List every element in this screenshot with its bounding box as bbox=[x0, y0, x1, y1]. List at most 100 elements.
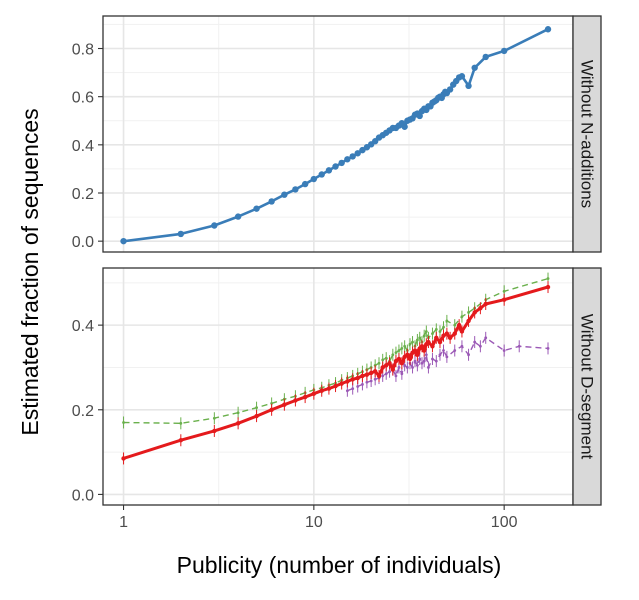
data-point bbox=[458, 73, 466, 80]
data-point bbox=[301, 180, 309, 188]
data-point bbox=[355, 375, 360, 381]
data-point bbox=[311, 391, 317, 396]
data-point bbox=[333, 383, 338, 389]
data-point bbox=[446, 86, 454, 93]
data-point bbox=[381, 374, 385, 378]
data-point bbox=[282, 402, 287, 407]
data-point bbox=[212, 416, 216, 420]
data-point bbox=[437, 339, 443, 345]
data-point bbox=[345, 379, 350, 384]
data-point bbox=[179, 421, 183, 425]
y-tick-label: 0.6 bbox=[72, 90, 94, 107]
data-point bbox=[405, 366, 409, 369]
y-axis-title: Estimated fraction of sequences bbox=[17, 108, 43, 435]
data-point bbox=[466, 318, 471, 324]
data-point bbox=[411, 340, 414, 344]
data-point bbox=[399, 361, 405, 366]
data-point bbox=[268, 198, 275, 205]
data-point bbox=[292, 186, 299, 193]
data-point bbox=[501, 297, 507, 302]
data-point bbox=[472, 310, 477, 315]
data-point bbox=[235, 421, 241, 426]
series-line-1 bbox=[123, 277, 549, 424]
data-point bbox=[517, 344, 521, 348]
data-point bbox=[416, 112, 423, 120]
data-point bbox=[361, 382, 364, 386]
data-point bbox=[350, 377, 355, 382]
data-point bbox=[339, 381, 344, 386]
y-tick-label: 0.4 bbox=[72, 318, 94, 335]
data-point bbox=[421, 348, 427, 353]
data-point bbox=[545, 284, 551, 290]
facet-strip-label: Without D-segment bbox=[578, 314, 597, 460]
data-point bbox=[452, 331, 457, 336]
data-point bbox=[401, 123, 408, 130]
data-point bbox=[465, 82, 472, 90]
data-point bbox=[441, 333, 446, 338]
data-point bbox=[394, 351, 398, 355]
data-point bbox=[365, 380, 369, 384]
data-point bbox=[211, 222, 218, 229]
data-point bbox=[369, 379, 373, 383]
data-point bbox=[338, 159, 345, 167]
facet-strip bbox=[572, 15, 602, 253]
data-point bbox=[427, 366, 430, 369]
data-point bbox=[394, 374, 398, 378]
data-point bbox=[467, 311, 470, 314]
data-point bbox=[269, 407, 274, 412]
data-point bbox=[368, 370, 374, 376]
series-line-2 bbox=[347, 337, 549, 392]
data-point bbox=[482, 53, 489, 61]
data-point bbox=[325, 167, 333, 174]
data-point bbox=[434, 327, 438, 331]
data-point bbox=[483, 301, 488, 307]
data-point bbox=[434, 359, 438, 363]
data-point bbox=[302, 394, 308, 400]
data-point bbox=[396, 356, 402, 362]
data-point bbox=[478, 344, 482, 348]
data-point bbox=[418, 357, 422, 361]
data-point bbox=[453, 323, 457, 327]
data-point bbox=[373, 377, 377, 381]
data-point bbox=[415, 338, 419, 342]
data-point bbox=[473, 340, 477, 344]
data-point bbox=[388, 370, 391, 374]
data-point bbox=[431, 357, 434, 361]
data-point bbox=[442, 349, 445, 352]
data-point bbox=[438, 330, 442, 333]
data-point bbox=[484, 336, 488, 340]
data-point bbox=[234, 213, 242, 220]
data-point bbox=[384, 356, 388, 360]
panel-1: 0.0 0.2 0.4 0.6 0.8 Without N-additions bbox=[72, 15, 602, 253]
data-point bbox=[442, 325, 445, 329]
data-point bbox=[212, 428, 217, 434]
y-tick-label: 0.8 bbox=[72, 42, 94, 59]
data-point bbox=[253, 205, 260, 212]
data-point bbox=[478, 306, 483, 311]
data-point bbox=[397, 366, 401, 369]
data-point bbox=[351, 387, 355, 391]
data-point bbox=[415, 363, 419, 367]
data-point bbox=[411, 366, 414, 369]
data-point bbox=[332, 163, 339, 170]
data-point bbox=[177, 230, 185, 238]
data-point bbox=[418, 336, 422, 340]
data-point bbox=[380, 365, 385, 370]
data-point bbox=[281, 191, 288, 198]
y-tick-label: 0.0 bbox=[72, 234, 94, 251]
data-point bbox=[431, 332, 434, 335]
x-tick-label: 1 bbox=[119, 514, 128, 531]
data-point bbox=[502, 349, 506, 352]
data-point bbox=[354, 150, 361, 157]
data-point bbox=[415, 352, 420, 357]
x-tick-label: 10 bbox=[305, 514, 323, 531]
data-point bbox=[122, 421, 125, 424]
data-point bbox=[236, 411, 240, 415]
data-point bbox=[445, 355, 449, 359]
data-point bbox=[326, 386, 332, 391]
data-point bbox=[318, 171, 325, 178]
data-point bbox=[384, 363, 389, 368]
data-point bbox=[400, 347, 404, 350]
data-point bbox=[403, 363, 407, 367]
facet-strip bbox=[572, 267, 602, 506]
